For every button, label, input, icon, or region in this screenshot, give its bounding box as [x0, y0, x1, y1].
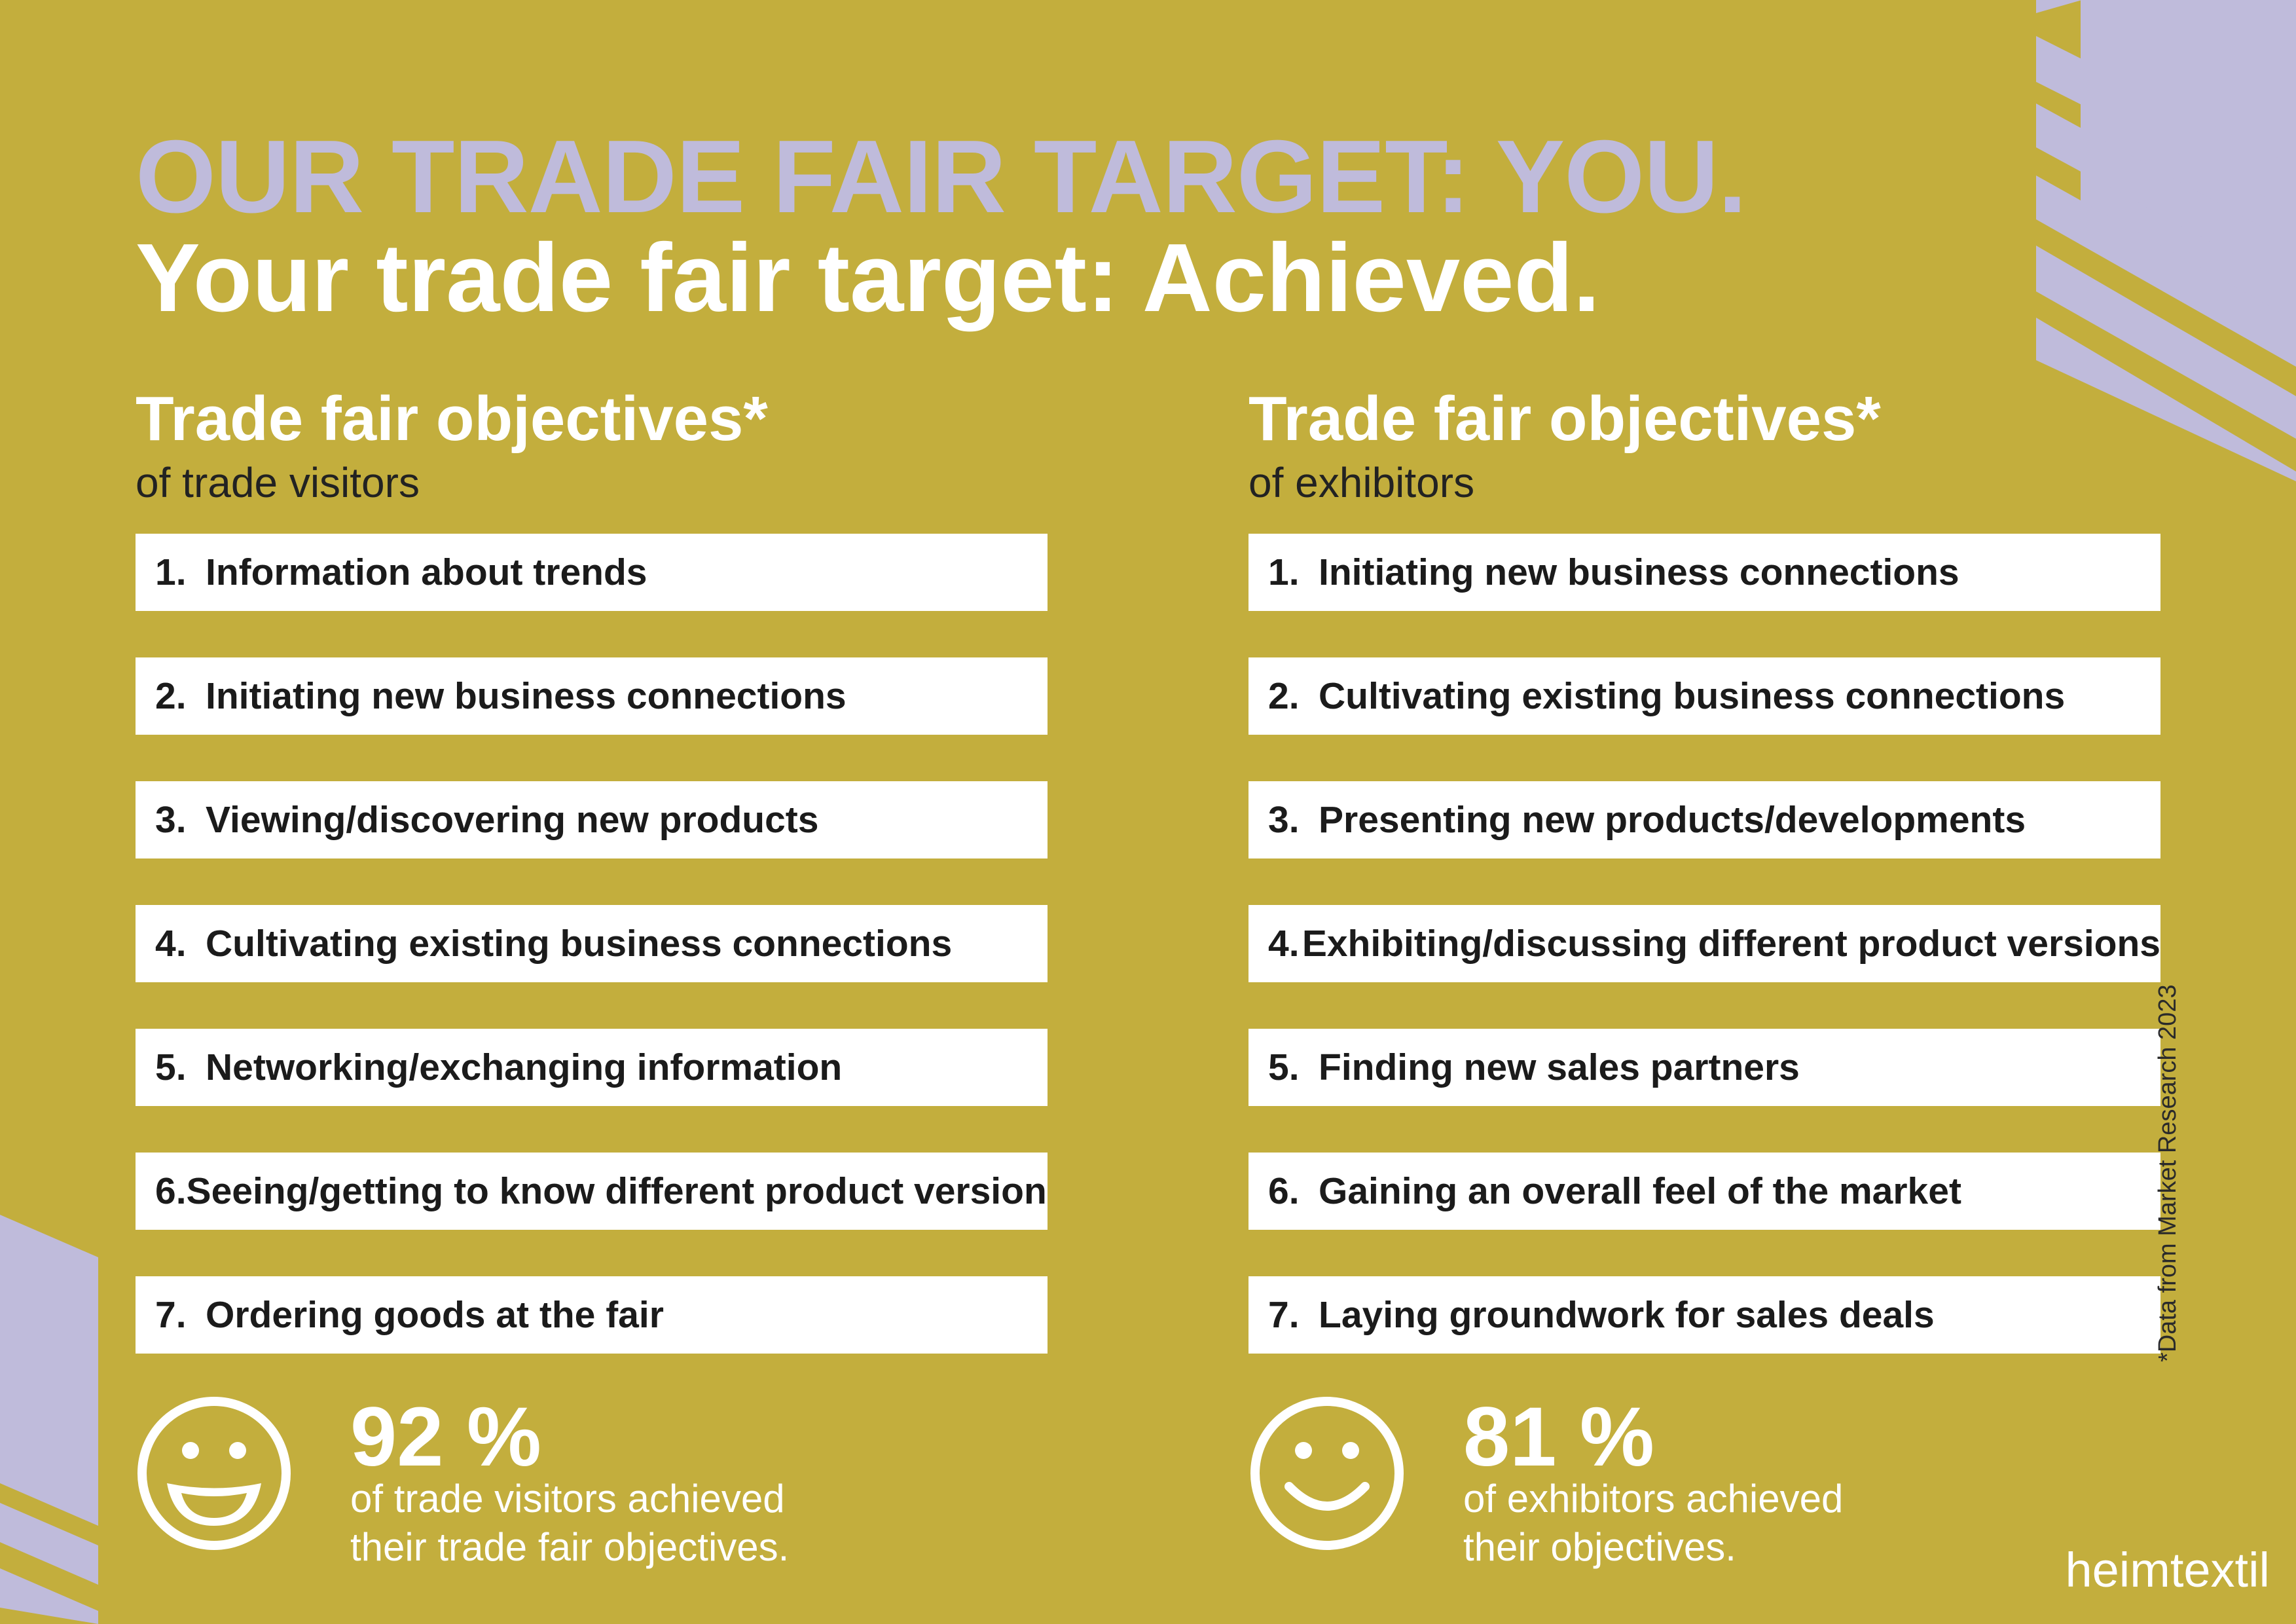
list-item: 6. Seeing/getting to know different produ… [136, 1153, 1048, 1230]
headline-secondary: Your trade fair target: Achieved. [136, 224, 1600, 332]
list-item: 7. Ordering goods at the fair [136, 1276, 1048, 1354]
list-item: 7. Laying groundwork for sales deals [1248, 1276, 2160, 1354]
list-item: 5. Networking/exchanging information [136, 1029, 1048, 1106]
list-item: 1. Initiating new business connections [1248, 534, 2160, 611]
list-item: 3. Viewing/discovering new products [136, 781, 1048, 858]
exhibitors-subtitle: of exhibitors [1248, 459, 1475, 506]
visitors-column: Trade fair objectives* of trade visitors… [136, 383, 1048, 1354]
list-item: 1. Information about trends [136, 534, 1048, 611]
list-item: 2. Cultivating existing business connecti… [1248, 657, 2160, 735]
exhibitors-percent: 81 % [1463, 1390, 1654, 1484]
list-item: 6. Gaining an overall feel of the market [1248, 1153, 2160, 1230]
list-item: 4. Exhibiting/discussing different produc… [1248, 905, 2160, 982]
visitors-percent: 92 % [350, 1390, 541, 1484]
exhibitors-stat-text: of exhibitors achieved their objectives. [1463, 1477, 1844, 1569]
list-item: 3. Presenting new products/developments [1248, 781, 2160, 858]
visitors-title: Trade fair objectives* [136, 384, 768, 454]
footnote: *Data from Market Research 2023 [2154, 984, 2181, 1362]
list-item: 2. Initiating new business connections [136, 657, 1048, 735]
list-item: 5. Finding new sales partners [1248, 1029, 2160, 1106]
list-item: 4. Cultivating existing business connecti… [136, 905, 1048, 982]
visitors-subtitle: of trade visitors [136, 459, 420, 506]
exhibitors-title: Trade fair objectives* [1248, 384, 1881, 454]
headline-primary: OUR TRADE FAIR TARGET: YOU. [136, 119, 1747, 234]
exhibitors-column: Trade fair objectives* of exhibitors 1. I… [1248, 383, 2160, 1354]
brand-logo: heimtextil [2065, 1543, 2270, 1597]
laughing-smiley-icon [137, 1397, 291, 1550]
smiley-icon [1250, 1397, 1404, 1550]
visitors-stat-text: of trade visitors achieved their trade f… [350, 1477, 790, 1569]
